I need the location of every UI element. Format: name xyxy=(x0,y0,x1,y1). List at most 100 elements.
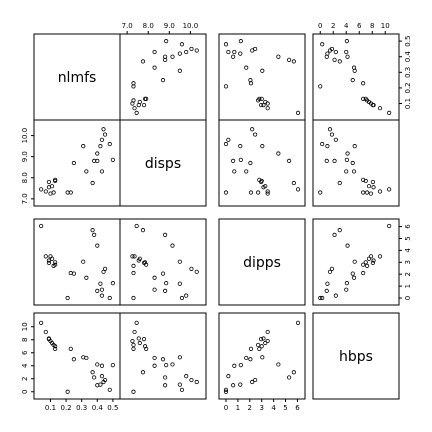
data-point xyxy=(90,370,95,375)
data-point xyxy=(43,189,48,194)
data-point xyxy=(263,184,268,189)
data-point xyxy=(110,157,115,162)
data-point xyxy=(265,329,270,335)
data-point xyxy=(46,258,52,263)
y-axis-disps-left: 7.0 8.0 9.0 10.0 xyxy=(21,128,34,204)
tick-label: 1 xyxy=(236,404,240,412)
data-point xyxy=(194,379,199,385)
data-point xyxy=(253,377,258,383)
tick-label: 5 xyxy=(404,236,412,240)
data-point xyxy=(259,344,264,349)
data-point xyxy=(177,51,182,56)
tick-label: 4 xyxy=(344,22,349,30)
data-point xyxy=(131,389,136,394)
data-point xyxy=(184,374,189,379)
data-point xyxy=(226,49,231,55)
diagonal-panel-disps: disps xyxy=(119,119,207,207)
data-point xyxy=(261,336,266,341)
data-point xyxy=(90,180,95,186)
data-point xyxy=(332,158,337,163)
panel-frame xyxy=(312,119,400,207)
data-point xyxy=(131,98,136,103)
data-point xyxy=(265,106,270,111)
data-point xyxy=(46,260,52,265)
data-point xyxy=(244,65,249,70)
data-point xyxy=(163,232,168,238)
panel-dipps-vs-disps xyxy=(119,218,207,306)
data-point xyxy=(102,377,108,383)
data-point xyxy=(223,84,229,89)
data-point xyxy=(238,382,243,387)
variable-label-nlmfs: nlmfs xyxy=(58,70,97,86)
data-point xyxy=(141,336,147,342)
data-point xyxy=(223,42,229,47)
data-point xyxy=(352,144,357,149)
tick-label: 0.4 xyxy=(92,404,104,412)
data-point xyxy=(49,184,55,189)
data-point xyxy=(291,59,296,64)
data-point xyxy=(324,288,329,293)
tick-label: 0 xyxy=(318,22,322,30)
data-point xyxy=(366,184,372,189)
tick-label: 8.0 xyxy=(143,22,154,30)
data-point xyxy=(286,57,292,62)
data-point xyxy=(318,190,323,195)
data-point xyxy=(53,262,58,267)
panel-frame xyxy=(218,33,306,121)
data-point xyxy=(259,178,264,184)
tick-label: 6 xyxy=(404,224,412,229)
panel-frame xyxy=(119,312,207,400)
data-point xyxy=(98,281,103,286)
data-point xyxy=(361,262,366,267)
data-point xyxy=(99,363,105,368)
data-point xyxy=(344,157,349,162)
tick-label: 2 xyxy=(404,272,412,276)
tick-label: 7.0 xyxy=(21,193,29,204)
data-point xyxy=(194,48,199,53)
data-point xyxy=(320,42,325,47)
data-point xyxy=(81,144,86,149)
data-point xyxy=(377,106,383,111)
data-point xyxy=(332,57,337,62)
data-point xyxy=(320,141,325,147)
data-point xyxy=(164,39,169,44)
data-point xyxy=(95,362,100,367)
data-point xyxy=(370,260,375,265)
data-point xyxy=(223,389,229,394)
data-point xyxy=(152,355,157,361)
data-point xyxy=(248,160,253,166)
data-point xyxy=(132,106,137,111)
data-point xyxy=(131,263,136,268)
data-point xyxy=(260,355,265,360)
data-point xyxy=(257,96,262,101)
data-point xyxy=(253,46,258,52)
data-point xyxy=(92,375,97,380)
data-point xyxy=(368,191,374,196)
data-point xyxy=(263,99,268,105)
data-point xyxy=(137,99,142,105)
data-point xyxy=(179,387,185,392)
data-point xyxy=(371,258,376,263)
data-point xyxy=(256,342,261,348)
variable-label-hbps: hbps xyxy=(339,349,373,365)
data-point xyxy=(71,160,76,166)
data-point xyxy=(98,382,103,387)
tick-label: 1 xyxy=(404,284,412,288)
data-point xyxy=(226,374,231,379)
tick-label: 10 xyxy=(381,22,390,30)
data-point xyxy=(101,127,106,132)
variable-label-dipps: dipps xyxy=(243,255,281,271)
data-point xyxy=(92,232,97,238)
data-point xyxy=(53,346,58,351)
data-point xyxy=(223,141,229,147)
data-point xyxy=(256,190,261,195)
data-point xyxy=(81,259,86,264)
data-point xyxy=(152,363,157,368)
data-point xyxy=(98,144,103,149)
data-point xyxy=(152,275,157,280)
data-point xyxy=(71,271,76,276)
data-point xyxy=(231,158,236,163)
data-point xyxy=(53,177,58,182)
data-point xyxy=(363,260,368,265)
tick-label: 0 xyxy=(224,404,228,412)
